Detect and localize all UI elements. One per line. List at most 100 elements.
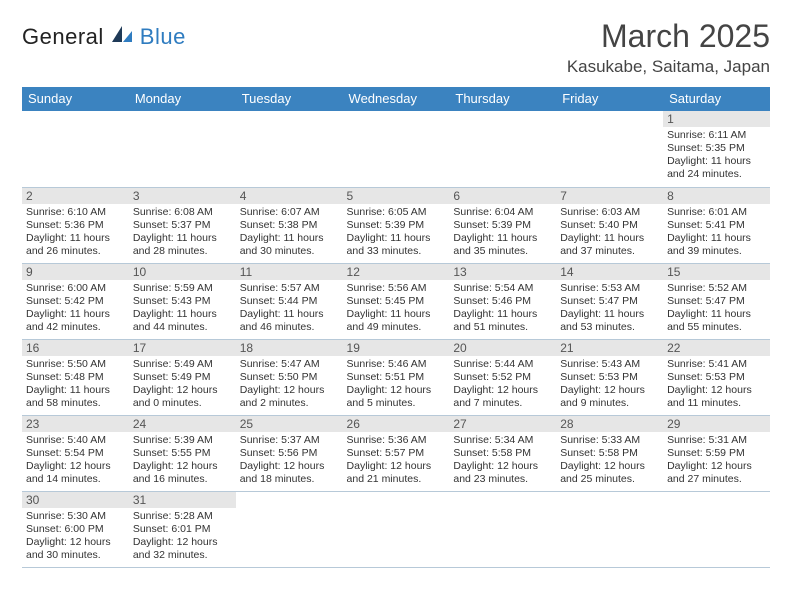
day-number: 14 (556, 264, 663, 280)
daylight-text: Daylight: 12 hours and 21 minutes. (347, 460, 446, 486)
sunrise-text: Sunrise: 5:41 AM (667, 358, 766, 371)
day-info: Sunrise: 5:36 AMSunset: 5:57 PMDaylight:… (347, 434, 446, 487)
calendar-cell: 10Sunrise: 5:59 AMSunset: 5:43 PMDayligh… (129, 263, 236, 339)
brand-name-a: General (22, 24, 104, 50)
sunrise-text: Sunrise: 6:03 AM (560, 206, 659, 219)
calendar-cell: 22Sunrise: 5:41 AMSunset: 5:53 PMDayligh… (663, 339, 770, 415)
location-label: Kasukabe, Saitama, Japan (567, 57, 770, 77)
col-monday: Monday (129, 87, 236, 111)
daylight-text: Daylight: 11 hours and 58 minutes. (26, 384, 125, 410)
day-info: Sunrise: 5:28 AMSunset: 6:01 PMDaylight:… (133, 510, 232, 563)
sunrise-text: Sunrise: 6:00 AM (26, 282, 125, 295)
sunset-text: Sunset: 5:42 PM (26, 295, 125, 308)
day-info: Sunrise: 6:00 AMSunset: 5:42 PMDaylight:… (26, 282, 125, 335)
calendar-cell: 18Sunrise: 5:47 AMSunset: 5:50 PMDayligh… (236, 339, 343, 415)
day-info: Sunrise: 5:49 AMSunset: 5:49 PMDaylight:… (133, 358, 232, 411)
sunset-text: Sunset: 5:45 PM (347, 295, 446, 308)
sunrise-text: Sunrise: 5:44 AM (453, 358, 552, 371)
sunset-text: Sunset: 5:54 PM (26, 447, 125, 460)
sunrise-text: Sunrise: 5:50 AM (26, 358, 125, 371)
daylight-text: Daylight: 12 hours and 18 minutes. (240, 460, 339, 486)
day-info: Sunrise: 5:44 AMSunset: 5:52 PMDaylight:… (453, 358, 552, 411)
calendar-cell: 11 Sunrise: 5:57 AMSunset: 5:44 PMDayligh… (236, 263, 343, 339)
day-info: Sunrise: 5:50 AMSunset: 5:48 PMDaylight:… (26, 358, 125, 411)
col-saturday: Saturday (663, 87, 770, 111)
day-info: Sunrise: 5:41 AMSunset: 5:53 PMDaylight:… (667, 358, 766, 411)
sunrise-text: Sunrise: 6:10 AM (26, 206, 125, 219)
calendar-cell: 26 Sunrise: 5:36 AMSunset: 5:57 PMDayligh… (343, 415, 450, 491)
sunset-text: Sunset: 5:41 PM (667, 219, 766, 232)
day-number: 7 (556, 188, 663, 204)
calendar-cell: 2Sunrise: 6:10 AMSunset: 5:36 PMDaylight… (22, 187, 129, 263)
calendar-cell (343, 111, 450, 187)
daylight-text: Daylight: 11 hours and 51 minutes. (453, 308, 552, 334)
header: General Blue March 2025 Kasukabe, Saitam… (22, 18, 770, 77)
calendar-cell: 7Sunrise: 6:03 AMSunset: 5:40 PMDaylight… (556, 187, 663, 263)
daylight-text: Daylight: 11 hours and 44 minutes. (133, 308, 232, 334)
sunrise-text: Sunrise: 5:43 AM (560, 358, 659, 371)
day-number: 10 (129, 264, 236, 280)
day-info: Sunrise: 5:52 AMSunset: 5:47 PMDaylight:… (667, 282, 766, 335)
day-number: 16 (22, 340, 129, 356)
calendar-cell: 29Sunrise: 5:31 AMSunset: 5:59 PMDayligh… (663, 415, 770, 491)
sunset-text: Sunset: 5:59 PM (667, 447, 766, 460)
calendar-cell (556, 111, 663, 187)
day-info: Sunrise: 5:53 AMSunset: 5:47 PMDaylight:… (560, 282, 659, 335)
daylight-text: Daylight: 11 hours and 46 minutes. (240, 308, 339, 334)
title-block: March 2025 Kasukabe, Saitama, Japan (567, 18, 770, 77)
calendar-cell (343, 491, 450, 567)
day-number: 28 (556, 416, 663, 432)
col-thursday: Thursday (449, 87, 556, 111)
calendar-cell (449, 111, 556, 187)
calendar-cell (129, 111, 236, 187)
month-title: March 2025 (567, 18, 770, 55)
day-info: Sunrise: 5:33 AMSunset: 5:58 PMDaylight:… (560, 434, 659, 487)
day-number: 23 (22, 416, 129, 432)
calendar-cell: 12Sunrise: 5:56 AMSunset: 5:45 PMDayligh… (343, 263, 450, 339)
daylight-text: Daylight: 11 hours and 26 minutes. (26, 232, 125, 258)
calendar-cell: 28 Sunrise: 5:33 AMSunset: 5:58 PMDayligh… (556, 415, 663, 491)
sunrise-text: Sunrise: 5:56 AM (347, 282, 446, 295)
calendar-cell: 20 Sunrise: 5:44 AMSunset: 5:52 PMDayligh… (449, 339, 556, 415)
sunset-text: Sunset: 5:56 PM (240, 447, 339, 460)
sunrise-text: Sunrise: 5:49 AM (133, 358, 232, 371)
calendar-cell: 5Sunrise: 6:05 AMSunset: 5:39 PMDaylight… (343, 187, 450, 263)
day-number: 15 (663, 264, 770, 280)
sunset-text: Sunset: 5:43 PM (133, 295, 232, 308)
calendar-cell: 9 Sunrise: 6:00 AMSunset: 5:42 PMDaylight… (22, 263, 129, 339)
day-number: 26 (343, 416, 450, 432)
calendar-cell (236, 111, 343, 187)
daylight-text: Daylight: 12 hours and 2 minutes. (240, 384, 339, 410)
day-number: 21 (556, 340, 663, 356)
calendar-cell (22, 111, 129, 187)
calendar-cell: 21Sunrise: 5:43 AMSunset: 5:53 PMDayligh… (556, 339, 663, 415)
day-number: 11 (236, 264, 343, 280)
sunset-text: Sunset: 6:01 PM (133, 523, 232, 536)
calendar-row: 23Sunrise: 5:40 AMSunset: 5:54 PMDayligh… (22, 415, 770, 491)
sunset-text: Sunset: 5:50 PM (240, 371, 339, 384)
calendar-cell: 6Sunrise: 6:04 AMSunset: 5:39 PMDaylight… (449, 187, 556, 263)
sunrise-text: Sunrise: 5:34 AM (453, 434, 552, 447)
logo-sail-icon (108, 24, 136, 50)
sunrise-text: Sunrise: 5:57 AM (240, 282, 339, 295)
day-info: Sunrise: 6:07 AMSunset: 5:38 PMDaylight:… (240, 206, 339, 259)
calendar-cell: 17Sunrise: 5:49 AMSunset: 5:49 PMDayligh… (129, 339, 236, 415)
daylight-text: Daylight: 11 hours and 39 minutes. (667, 232, 766, 258)
calendar-cell (236, 491, 343, 567)
day-info: Sunrise: 5:57 AMSunset: 5:44 PMDaylight:… (240, 282, 339, 335)
calendar-cell: 14 Sunrise: 5:53 AMSunset: 5:47 PMDayligh… (556, 263, 663, 339)
sunrise-text: Sunrise: 6:08 AM (133, 206, 232, 219)
sunset-text: Sunset: 5:48 PM (26, 371, 125, 384)
weekday-header-row: Sunday Monday Tuesday Wednesday Thursday… (22, 87, 770, 111)
day-number: 2 (22, 188, 129, 204)
logo: General Blue (22, 18, 186, 50)
calendar-table: Sunday Monday Tuesday Wednesday Thursday… (22, 87, 770, 568)
daylight-text: Daylight: 11 hours and 49 minutes. (347, 308, 446, 334)
daylight-text: Daylight: 12 hours and 0 minutes. (133, 384, 232, 410)
day-info: Sunrise: 5:46 AMSunset: 5:51 PMDaylight:… (347, 358, 446, 411)
calendar-cell: 16 Sunrise: 5:50 AMSunset: 5:48 PMDayligh… (22, 339, 129, 415)
daylight-text: Daylight: 11 hours and 55 minutes. (667, 308, 766, 334)
day-number: 9 (22, 264, 129, 280)
daylight-text: Daylight: 12 hours and 32 minutes. (133, 536, 232, 562)
day-number: 20 (449, 340, 556, 356)
